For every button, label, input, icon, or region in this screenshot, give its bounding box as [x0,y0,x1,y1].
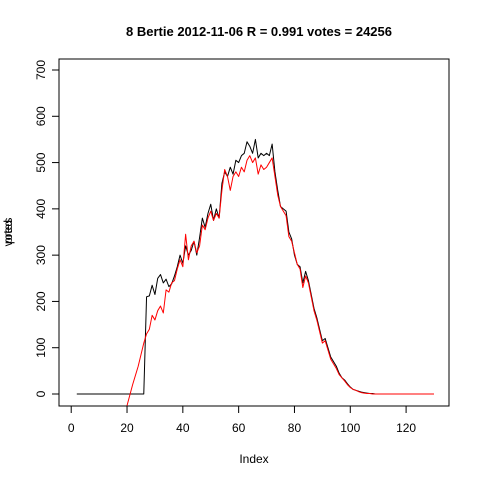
x-tick-label: 60 [232,421,246,435]
y-axis-label-votes: votes [1,218,15,247]
y-tick-label: 300 [34,245,48,265]
y-tick-label: 600 [34,106,48,126]
x-tick-label: 20 [120,421,134,435]
x-tick-label: 120 [396,421,416,435]
y-tick-label: 700 [34,60,48,80]
x-axis: 0 20 40 60 80 100 120 [68,405,416,435]
series-line-votes [76,138,434,395]
y-tick-label: 500 [34,152,48,172]
series-layer [76,138,434,406]
y-tick-label: 0 [34,390,48,397]
y-tick-label: 100 [34,337,48,357]
x-axis-label: Index [239,452,268,466]
y-tick-label: 200 [34,291,48,311]
x-tick-label: 0 [68,421,75,435]
chart-title: 8 Bertie 2012-11-06 R = 0.991 votes = 24… [126,24,392,39]
series-line-pred [126,155,434,406]
x-tick-label: 100 [340,421,360,435]
y-axis: 0 100 200 300 400 500 600 700 [34,60,60,397]
y-tick-label: 400 [34,199,48,219]
x-tick-label: 80 [288,421,302,435]
y-axis-label-pred: pred [1,220,15,244]
plot-frame [58,58,450,407]
x-tick-label: 40 [176,421,190,435]
